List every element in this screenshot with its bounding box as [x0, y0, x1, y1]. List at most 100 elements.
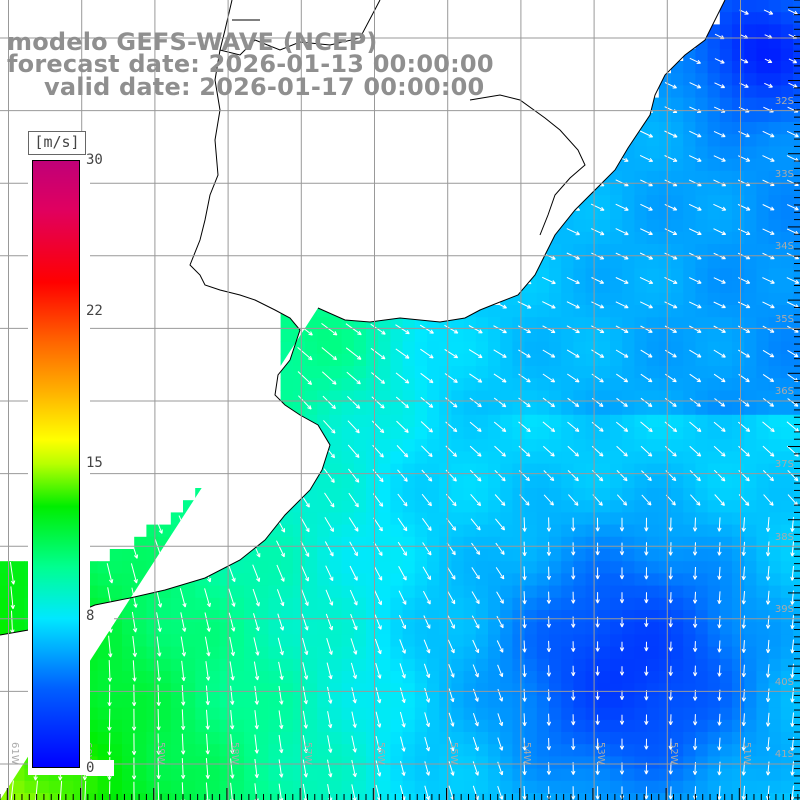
wind-arrow: [762, 349, 775, 358]
wind-arrow: [595, 641, 600, 652]
wind-cell: [707, 292, 721, 306]
wind-arrow: [444, 348, 459, 359]
wind-cell: [329, 366, 343, 379]
wind-cell: [622, 768, 635, 782]
wind-cell: [536, 573, 550, 587]
wind-cell: [610, 768, 623, 782]
wind-cell: [109, 695, 123, 709]
wind-arrow: [741, 737, 746, 751]
wind-arrow: [763, 494, 774, 506]
wind-cell: [146, 756, 160, 770]
wind-cell: [353, 439, 367, 452]
wind-cell: [268, 536, 282, 550]
wind-cell: [341, 402, 355, 416]
wind-cell: [793, 73, 800, 86]
wind-cell: [500, 317, 513, 330]
wind-cell: [317, 622, 330, 635]
wind-cell: [707, 134, 721, 147]
wind-cell: [683, 768, 696, 782]
wind-cell: [597, 780, 611, 794]
wind-arrow: [571, 567, 576, 580]
wind-arrow: [107, 708, 112, 731]
wind-cell: [622, 671, 635, 684]
wind-cell: [597, 719, 611, 733]
wind-cell: [536, 512, 550, 526]
wind-cell: [573, 305, 587, 318]
wind-cell: [549, 390, 562, 404]
wind-cell: [414, 512, 428, 526]
wind-arrow: [421, 493, 432, 507]
wind-cell: [597, 329, 611, 343]
wind-cell: [573, 488, 587, 501]
wind-cell: [549, 292, 562, 306]
wind-arrow: [302, 759, 308, 778]
wind-cell: [756, 317, 770, 330]
wind-cell: [427, 512, 440, 526]
wind-cell: [683, 158, 696, 172]
wind-cell: [549, 646, 562, 660]
wind-cell: [500, 719, 513, 733]
wind-cell: [549, 463, 562, 477]
wind-cell: [463, 329, 477, 343]
wind-cell: [597, 317, 611, 330]
wind-cell: [475, 671, 489, 684]
wind-cell: [671, 268, 684, 282]
wind-cell: [780, 695, 794, 709]
wind-cell: [305, 524, 318, 538]
wind-cell: [231, 573, 245, 587]
wind-cell: [207, 622, 221, 635]
wind-cell: [646, 768, 660, 782]
wind-cell: [671, 207, 684, 221]
wind-cell: [219, 634, 233, 648]
wind-cell: [671, 329, 684, 343]
wind-cell: [231, 768, 245, 782]
wind-arrow: [688, 301, 702, 309]
wind-cell: [658, 719, 672, 733]
wind-cell: [378, 463, 391, 477]
wind-cell: [524, 414, 538, 428]
wind-cell: [707, 195, 721, 208]
wind-cell: [756, 341, 770, 355]
wind-arrow: [641, 470, 652, 482]
wind-cell: [707, 317, 721, 330]
wind-cell: [195, 622, 208, 635]
wind-cell: [329, 780, 343, 794]
wind-cell: [573, 536, 587, 550]
wind-cell: [549, 793, 562, 800]
wind-arrow: [472, 664, 479, 678]
wind-cell: [439, 646, 452, 660]
wind-cell: [524, 793, 538, 800]
wind-cell: [768, 97, 782, 111]
wind-arrow: [399, 687, 406, 704]
wind-cell: [158, 744, 172, 757]
wind-arrow: [468, 325, 483, 334]
wind-cell: [573, 256, 587, 269]
wind-cell: [353, 793, 367, 800]
wind-cell: [634, 353, 648, 367]
wind-cell: [793, 793, 800, 800]
wind-arrow: [644, 517, 649, 532]
wind-cell: [549, 524, 562, 538]
wind-cell: [402, 671, 416, 684]
wind-cell: [122, 658, 135, 672]
wind-cell: [134, 695, 147, 709]
wind-cell: [463, 366, 477, 379]
wind-cell: [158, 719, 172, 733]
wind-cell: [305, 768, 318, 782]
wind-cell: [134, 719, 147, 733]
wind-cell: [585, 512, 599, 526]
wind-cell: [439, 695, 452, 709]
wind-arrow: [741, 566, 746, 581]
wind-arrow: [741, 785, 746, 800]
wind-cell: [793, 134, 800, 147]
wind-arrow: [713, 469, 726, 482]
wind-arrow: [230, 685, 235, 705]
wind-cell: [671, 658, 684, 672]
wind-cell: [378, 536, 391, 550]
longitude-label: 54W: [521, 742, 533, 765]
wind-arrow: [421, 518, 432, 531]
wind-cell: [719, 793, 733, 800]
wind-cell: [622, 353, 635, 367]
wind-arrow: [713, 155, 726, 162]
